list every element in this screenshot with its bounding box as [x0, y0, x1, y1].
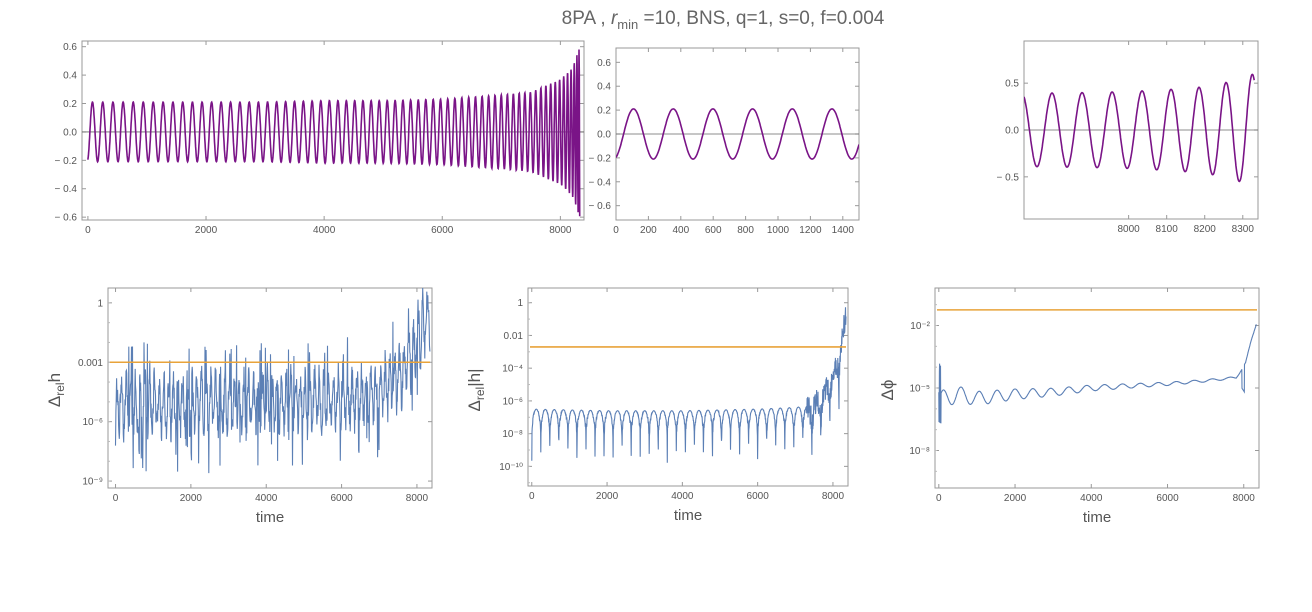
- y-axis-label: Δϕ: [878, 380, 897, 401]
- x-tick-label: 0: [936, 493, 942, 504]
- waveform-series-line: [616, 108, 859, 160]
- x-tick-label: 4000: [313, 225, 336, 236]
- x-tick-label: 2000: [195, 225, 218, 236]
- y-tick-label: − 0.6: [588, 201, 611, 212]
- x-axis-label: time: [674, 507, 702, 524]
- y-tick-label: 10⁻¹⁰: [499, 462, 523, 473]
- x-tick-label: 1400: [832, 225, 855, 236]
- chart-wave-full: 0 2000 4000 6000 8000 − 0.6 − 0.4 − 0.2 0.0 0.2 0.…: [54, 40, 585, 236]
- y-tick-label: 0.0: [63, 127, 77, 138]
- y-tick-label: 0.5: [1005, 79, 1019, 90]
- y-tick-label: 0.2: [597, 106, 611, 117]
- x-tick-label: 8000: [549, 225, 572, 236]
- chart-err-h: 0 2000 4000 6000 8000 1 0.001 10⁻⁶ 10⁻⁹ time Δrelh: [45, 287, 433, 526]
- y-tick-label: 0.0: [1005, 126, 1019, 137]
- y-tick-label: 0.2: [63, 99, 77, 110]
- y-tick-label: 0.01: [504, 331, 524, 342]
- x-tick-label: 0: [529, 491, 535, 502]
- x-tick-label: 0: [85, 225, 91, 236]
- x-tick-label: 2000: [596, 491, 619, 502]
- y-tick-label: 10⁻²: [910, 321, 930, 332]
- y-axis-label-base: Δ: [45, 396, 64, 407]
- y-tick-label: − 0.2: [588, 153, 611, 164]
- title-r-symbol: r: [610, 8, 618, 29]
- plot-frame: [81, 40, 585, 221]
- y-tick-label: 10⁻⁸: [909, 446, 930, 457]
- y-tick-label: 10⁻⁹: [82, 477, 103, 488]
- x-tick-label: 8300: [1232, 224, 1255, 235]
- y-tick-label: 10⁻⁶: [82, 417, 103, 428]
- y-tick-label: 10⁻⁶: [502, 396, 523, 407]
- waveform-series-line: [87, 49, 581, 217]
- y-axis-label-sub: rel: [473, 387, 487, 400]
- y-tick-label: − 0.4: [54, 184, 77, 195]
- y-tick-label: 0.0: [597, 130, 611, 141]
- error-series-line: [531, 307, 847, 463]
- chart-err-phase: 0 2000 4000 6000 8000 10⁻² 10⁻⁵ 10⁻⁸ time Δϕ: [878, 287, 1260, 526]
- chart-wave-merger: 8000 8100 8200 8300 − 0.5 0.0 0.5: [996, 40, 1259, 235]
- x-tick-label: 2000: [1004, 493, 1027, 504]
- x-tick-label: 800: [737, 225, 754, 236]
- y-tick-label: 10⁻⁴: [502, 364, 523, 375]
- y-tick-label: − 0.6: [54, 213, 77, 224]
- y-axis-label-tail: |h|: [465, 369, 484, 387]
- x-tick-label: 2000: [180, 493, 203, 504]
- title-suffix: =10, BNS, q=1, s=0, f=0.004: [643, 8, 885, 29]
- y-tick-label: 0.4: [597, 82, 611, 93]
- y-tick-label: 1: [97, 298, 103, 309]
- y-tick-label: − 0.2: [54, 156, 77, 167]
- x-tick-label: 200: [640, 225, 657, 236]
- title-prefix: 8PA ,: [561, 8, 606, 29]
- x-tick-label: 6000: [747, 491, 770, 502]
- x-tick-label: 0: [613, 225, 619, 236]
- y-axis-label-sub: rel: [53, 382, 67, 395]
- x-tick-label: 6000: [1156, 493, 1179, 504]
- plot-frame: [107, 287, 433, 489]
- x-tick-label: 400: [672, 225, 689, 236]
- x-tick-label: 4000: [671, 491, 694, 502]
- chart-err-abs-h: 0 2000 4000 6000 8000 1 0.01 10⁻⁴ 10⁻⁶ 10⁻⁸ 10⁻¹⁰ t…: [465, 287, 849, 524]
- x-tick-label: 600: [705, 225, 722, 236]
- x-tick-label: 8200: [1194, 224, 1217, 235]
- y-axis-label-tail: h: [45, 373, 64, 382]
- y-tick-label: 0.4: [63, 71, 77, 82]
- error-series-line: [938, 324, 1257, 424]
- x-axis-label: time: [1083, 509, 1111, 526]
- x-tick-label: 6000: [330, 493, 353, 504]
- waveform-series-line: [1024, 73, 1255, 183]
- plot-frame: [934, 287, 1260, 489]
- x-tick-label: 1200: [799, 225, 822, 236]
- x-tick-label: 8000: [1233, 493, 1256, 504]
- y-tick-label: − 0.4: [588, 177, 611, 188]
- y-axis-label-base: Δ: [465, 400, 484, 411]
- x-tick-label: 8000: [406, 493, 429, 504]
- title-r-subscript: min: [617, 16, 639, 32]
- figure-title: 8PA , rmin =10, BNS, q=1, s=0, f=0.004: [0, 8, 1312, 32]
- y-tick-label: 10⁻⁵: [909, 384, 930, 395]
- y-tick-label: − 0.5: [996, 172, 1019, 183]
- x-tick-label: 8000: [822, 491, 845, 502]
- y-tick-label: 0.001: [78, 358, 103, 369]
- chart-wave-early: 0 200 400 600 800 1000 1200 1400 − 0.6 − 0.4 − 0.2…: [588, 47, 860, 236]
- y-axis-label-base: Δϕ: [878, 380, 897, 401]
- x-tick-label: 8000: [1118, 224, 1141, 235]
- plot-frame: [527, 287, 849, 487]
- x-tick-label: 0: [113, 493, 119, 504]
- x-tick-label: 1000: [767, 225, 790, 236]
- x-axis-label: time: [256, 509, 284, 526]
- y-tick-label: 0.6: [63, 42, 77, 53]
- x-tick-label: 4000: [255, 493, 278, 504]
- x-tick-label: 6000: [431, 225, 454, 236]
- y-axis-label: Δrelh: [45, 373, 67, 407]
- error-series-line: [114, 288, 431, 474]
- y-tick-label: 1: [517, 298, 523, 309]
- x-tick-label: 4000: [1080, 493, 1103, 504]
- y-tick-label: 10⁻⁸: [502, 429, 523, 440]
- x-tick-label: 8100: [1156, 224, 1179, 235]
- y-tick-label: 0.6: [597, 58, 611, 69]
- y-axis-label: Δrel|h|: [465, 369, 487, 412]
